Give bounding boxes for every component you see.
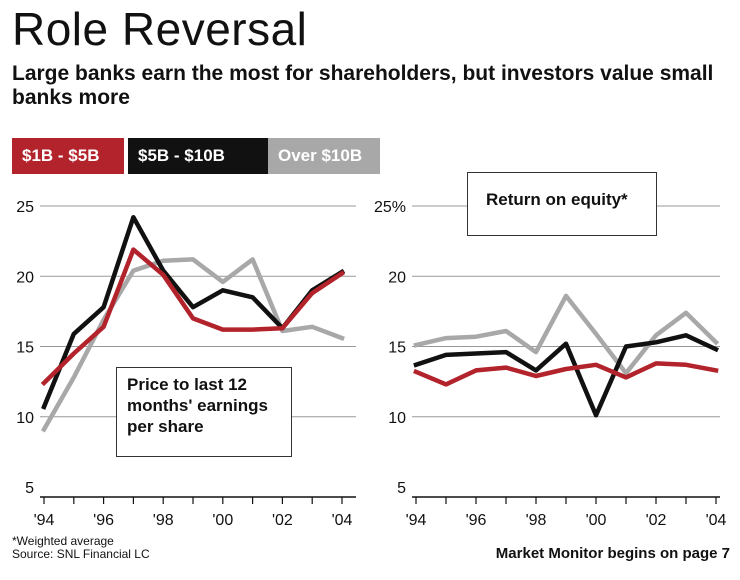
chart-right-callout: Return on equity* [467,172,657,236]
chart-left-xtick-label: '94 [34,512,55,529]
chart-left-series-small-line [40,247,346,387]
chart-left-xtick-label: '98 [153,512,174,529]
legend-item-over-10b: Over $10B [268,138,380,174]
chart-left: 5 10 15 20 25 '94 '96 '98 '00 '02 '04 [16,199,356,529]
chart-right-xtick-label: '02 [646,512,667,529]
chart-right-series-large-line [413,293,720,376]
chart-left-ytick-label: 10 [16,410,34,427]
chart-right-ytick-label: 15 [388,340,406,357]
chart-left-xtick-label: '00 [212,512,233,529]
chart-left-callout: Price to last 12 months' earnings per sh… [116,367,292,457]
footer-market-monitor: Market Monitor begins on page 7 [495,545,730,562]
chart-right-ytick-label: 20 [388,269,406,286]
chart-right-xtick-label: '94 [406,512,427,529]
chart-right-xtick-label: '98 [526,512,547,529]
chart-right-series-small-line [413,361,719,387]
chart-left-ytick-label: 5 [25,480,34,497]
chart-left-xtick-label: '96 [93,512,114,529]
chart-right: 5 10 15 20 25% '94 '96 '98 '00 '02 '04 [374,199,727,529]
chart-right-ytick-label: 10 [388,410,406,427]
chart-left-series-large-line [40,257,345,433]
chart-right-xtick-label: '96 [466,512,487,529]
chart-right-xtick-label: '00 [586,512,607,529]
chart-left-xtick-label: '04 [332,512,353,529]
footnote-source: Source: SNL Financial LC [12,547,150,561]
chart-left-ytick-label: 25 [16,199,34,216]
footnote-note: *Weighted average [12,534,114,548]
legend-item-5b-10b: $5B - $10B [128,138,276,174]
chart-right-ytick-label: 5 [397,480,406,497]
page-subtitle: Large banks earn the most for shareholde… [12,62,714,109]
chart-right-ytick-label: 25% [374,199,406,216]
footnote: *Weighted average Source: SNL Financial … [12,535,150,561]
chart-left-ytick-label: 15 [16,340,34,357]
chart-left-xtick-label: '02 [272,512,293,529]
chart-right-xtick-label: '04 [706,512,727,529]
chart-left-ytick-label: 20 [16,269,34,286]
page-title: Role Reversal [12,3,308,55]
chart-right-series-mid-line [413,333,719,418]
legend-item-1b-5b: $1B - $5B [12,138,124,174]
